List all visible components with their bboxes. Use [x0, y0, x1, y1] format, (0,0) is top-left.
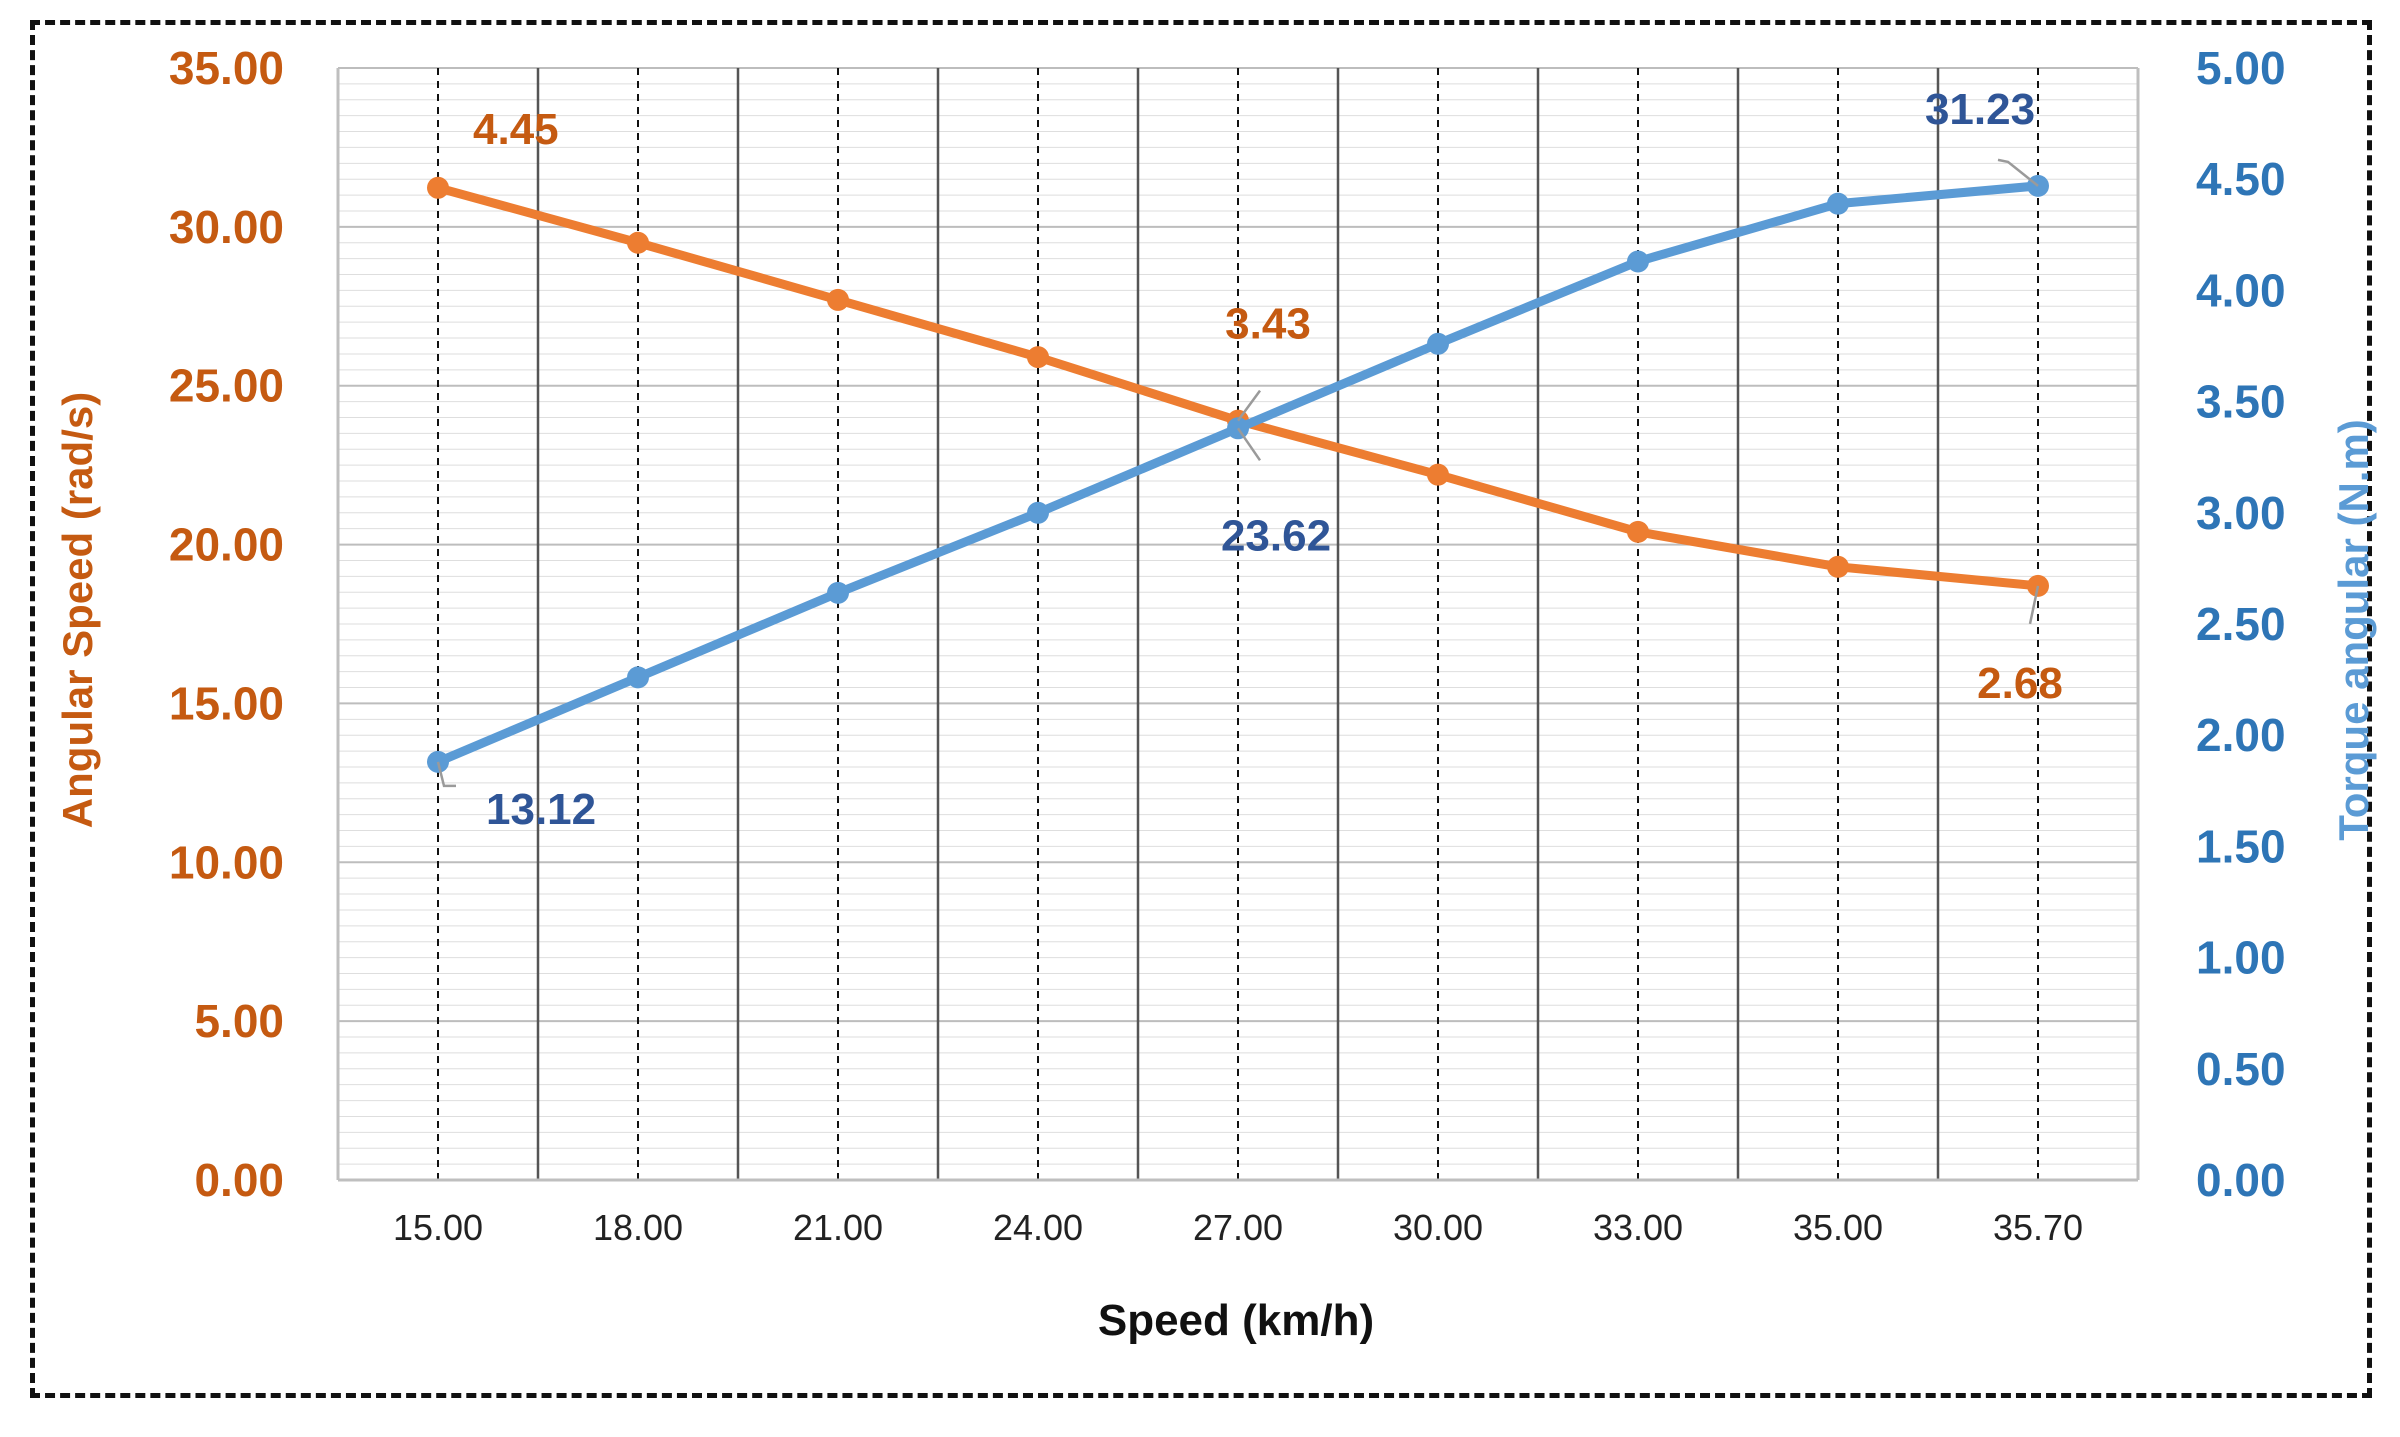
data-point [1627, 520, 1649, 543]
callout-leader-line [1236, 427, 1262, 461]
chart-frame [30, 20, 2372, 1398]
left-axis-ticks: 0.00 5.00 10.00 15.00 20.00 25.00 30.00 35.00 [169, 42, 284, 1206]
right-tick-label: 2.50 [2196, 598, 2286, 650]
right-tick-label: 1.50 [2196, 820, 2286, 872]
data-callout-label: 13.12 [486, 785, 596, 834]
left-tick-label: 35.00 [169, 42, 284, 94]
data-point [1827, 555, 1849, 578]
callout-leader-line [1236, 389, 1262, 422]
x-tick-label: 21.00 [793, 1207, 883, 1248]
callout-leader-line [2028, 585, 2040, 625]
axes [336, 68, 2140, 1182]
callout-leader-line [436, 761, 456, 788]
data-point [1627, 250, 1649, 273]
data-callout-label: 3.43 [1225, 300, 1311, 349]
left-tick-label: 20.00 [169, 519, 284, 571]
data-point [1827, 192, 1849, 215]
right-tick-label: 1.00 [2196, 932, 2286, 984]
callout-leader-line [1997, 158, 2039, 187]
left-tick-label: 5.00 [194, 995, 284, 1047]
left-tick-label: 25.00 [169, 360, 284, 412]
data-callout-label: 2.68 [1977, 659, 2063, 708]
right-tick-label: 0.00 [2196, 1154, 2286, 1206]
data-point [1427, 332, 1449, 355]
right-tick-label: 2.00 [2196, 709, 2286, 761]
vertical-gridlines [437, 68, 2039, 1180]
right-axis-label: Torque angular (N.m) [2330, 419, 2377, 841]
right-tick-label: 0.50 [2196, 1043, 2286, 1095]
data-point [627, 666, 649, 689]
annotation-layer: 4.45 3.43 2.68 13.12 23.62 31.23 [436, 85, 2063, 834]
right-axis-ticks: 0.00 0.50 1.00 1.50 2.00 2.50 3.00 3.50 4.00 4.50… [2196, 42, 2286, 1206]
left-tick-label: 30.00 [169, 201, 284, 253]
data-point [627, 231, 649, 254]
x-tick-label: 18.00 [593, 1207, 683, 1248]
x-axis-label: Speed (km/h) [1098, 1296, 1374, 1345]
x-tick-label: 35.00 [1793, 1207, 1883, 1248]
right-tick-label: 4.00 [2196, 264, 2286, 316]
data-point [1427, 463, 1449, 486]
data-point [827, 288, 849, 311]
x-tick-label: 27.00 [1193, 1207, 1283, 1248]
left-tick-label: 15.00 [169, 677, 284, 729]
left-tick-label: 0.00 [194, 1154, 284, 1206]
x-axis-ticks: 15.00 18.00 21.00 24.00 27.00 30.00 33.00 35.00… [393, 1207, 2083, 1248]
data-callout-label: 4.45 [473, 105, 559, 154]
x-tick-label: 15.00 [393, 1207, 483, 1248]
data-callout-label: 23.62 [1221, 511, 1331, 560]
data-point [1027, 501, 1049, 524]
left-tick-label: 10.00 [169, 836, 284, 888]
x-tick-label: 24.00 [993, 1207, 1083, 1248]
data-point [427, 176, 449, 199]
x-tick-label: 35.70 [1993, 1207, 2083, 1248]
right-tick-label: 3.00 [2196, 487, 2286, 539]
data-point [827, 581, 849, 604]
data-callout-label: 31.23 [1925, 85, 2035, 134]
right-tick-label: 3.50 [2196, 376, 2286, 428]
data-point [1027, 346, 1049, 369]
x-tick-label: 30.00 [1393, 1207, 1483, 1248]
right-tick-label: 5.00 [2196, 42, 2286, 94]
left-axis-label: Angular Speed (rad/s) [54, 392, 101, 828]
x-tick-label: 33.00 [1593, 1207, 1683, 1248]
right-tick-label: 4.50 [2196, 153, 2286, 205]
minor-gridlines [338, 83, 2138, 1165]
